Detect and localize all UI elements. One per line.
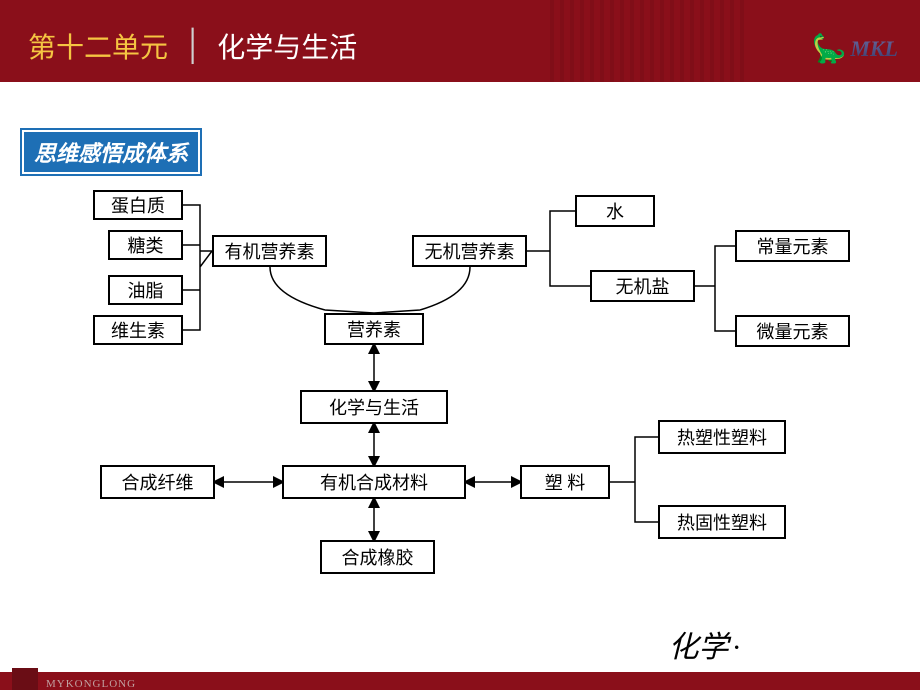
node-nutrient: 营养素 bbox=[324, 313, 424, 345]
node-plastic: 塑 料 bbox=[520, 465, 610, 499]
unit-label: 第十二单元 bbox=[28, 26, 168, 66]
node-chem_life: 化学与生活 bbox=[300, 390, 448, 424]
footer-brand: MYKONGLONG bbox=[46, 678, 136, 690]
node-fat: 油脂 bbox=[108, 275, 183, 305]
footer-dot: · bbox=[733, 631, 741, 664]
footer-subject-text: 化学 bbox=[669, 631, 729, 664]
logo-text: MKL bbox=[850, 36, 898, 62]
subject-title: 化学与生活 bbox=[217, 26, 357, 66]
node-salt: 无机盐 bbox=[590, 270, 695, 302]
node-macro: 常量元素 bbox=[735, 230, 850, 262]
node-synth_mat: 有机合成材料 bbox=[282, 465, 466, 499]
node-micro: 微量元素 bbox=[735, 315, 850, 347]
section-badge-text: 思维感悟成体系 bbox=[24, 132, 198, 172]
node-inorganic_nut: 无机营养素 bbox=[412, 235, 527, 267]
header-pattern bbox=[550, 0, 750, 82]
node-protein: 蛋白质 bbox=[93, 190, 183, 220]
node-thermoplastic: 热塑性塑料 bbox=[658, 420, 786, 454]
footer-subject: 化学· bbox=[669, 622, 741, 666]
logo-dinosaur-icon: 🦕 bbox=[811, 32, 846, 66]
brand-logo: 🦕 MKL bbox=[811, 32, 898, 66]
section-badge: 思维感悟成体系 bbox=[20, 128, 202, 176]
node-organic_nut: 有机营养素 bbox=[212, 235, 327, 267]
node-vitamin: 维生素 bbox=[93, 315, 183, 345]
footer-bar bbox=[0, 672, 920, 690]
slide-header: 第十二单元 │ 化学与生活 🦕 MKL bbox=[0, 0, 920, 82]
node-thermoset: 热固性塑料 bbox=[658, 505, 786, 539]
title-divider: │ bbox=[182, 29, 203, 63]
node-sugar: 糖类 bbox=[108, 230, 183, 260]
concept-diagram: 蛋白质糖类油脂维生素 有机营养素 无机营养素 水无机盐 常量元素微量元素 营养素化学与生活… bbox=[0, 175, 920, 595]
node-rubber: 合成橡胶 bbox=[320, 540, 435, 574]
node-synth_fiber: 合成纤维 bbox=[100, 465, 215, 499]
node-water: 水 bbox=[575, 195, 655, 227]
footer-logo-icon bbox=[12, 668, 38, 690]
header-title-group: 第十二单元 │ 化学与生活 bbox=[28, 26, 357, 66]
